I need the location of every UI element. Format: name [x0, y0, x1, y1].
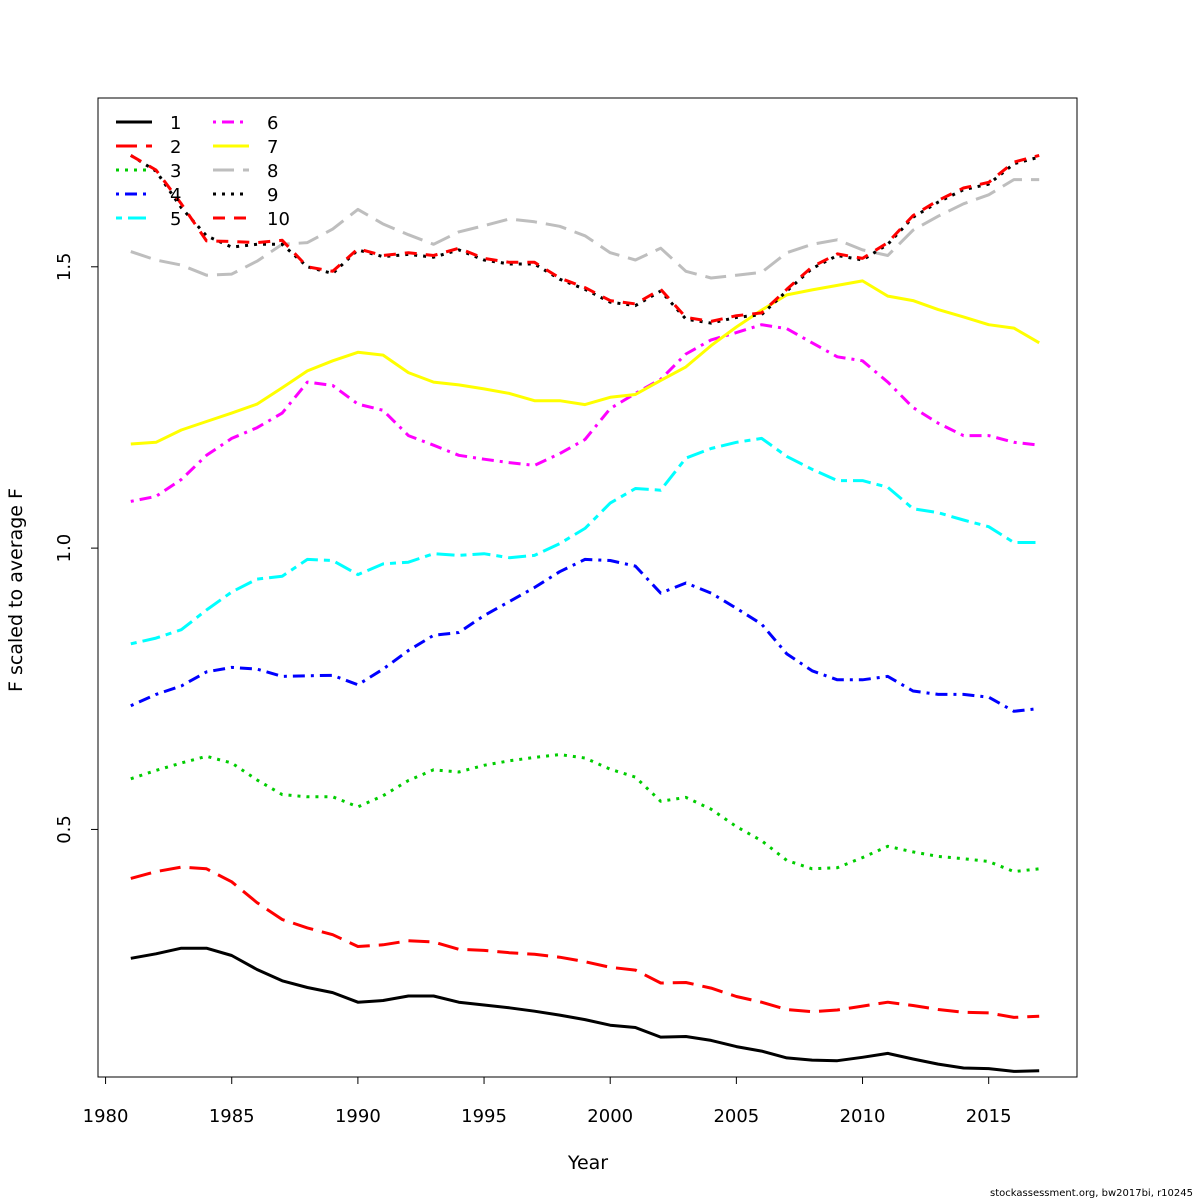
- legend-item-1: 1: [116, 113, 181, 134]
- y-axis: 0.5 1.0 1.5: [54, 252, 99, 844]
- legend-item-5: 5: [116, 209, 181, 230]
- series-line-4: [130, 557, 1040, 713]
- legend-label: 2: [170, 137, 181, 158]
- x-axis-label: Year: [567, 1152, 608, 1174]
- legend-item-3: 3: [116, 161, 181, 182]
- legend-item-2: 2: [116, 137, 181, 158]
- x-axis: 1980 1985 1990 1995 2000 2005 2010 2015: [83, 1076, 1012, 1127]
- x-tick-label: 2000: [587, 1106, 633, 1127]
- legend-item-4: 4: [116, 185, 181, 206]
- x-tick-label: 1985: [209, 1106, 255, 1127]
- legend-item-7: 7: [213, 137, 278, 158]
- legend: 1 2 3 4 5 6 7 8 9 10: [116, 113, 290, 230]
- y-axis-label: F scaled to average F: [5, 488, 27, 692]
- y-tick-label: 1.5: [54, 252, 75, 281]
- x-tick-label: 2015: [966, 1106, 1012, 1127]
- series-line-1: [130, 946, 1040, 1073]
- series-line-7: [130, 279, 1040, 446]
- legend-label: 8: [267, 161, 278, 182]
- x-tick-label: 1990: [335, 1106, 381, 1127]
- credit-text: stockassessment.org, bw2017bi, r10245: [990, 1188, 1193, 1199]
- series-line-3: [130, 753, 1040, 874]
- x-tick-label: 2010: [840, 1106, 886, 1127]
- legend-item-8: 8: [213, 161, 278, 182]
- y-tick-label: 0.5: [54, 815, 75, 844]
- x-tick-label: 1995: [461, 1106, 507, 1127]
- x-tick-label: 1980: [83, 1106, 129, 1127]
- legend-label: 5: [170, 209, 181, 230]
- series-layer: [130, 153, 1040, 1073]
- series-line-2: [130, 865, 1040, 1019]
- series-line-5: [130, 436, 1040, 646]
- legend-label: 6: [267, 113, 278, 134]
- series-line-9: [130, 154, 1040, 325]
- legend-label: 9: [267, 185, 278, 206]
- x-tick-label: 2005: [713, 1106, 759, 1127]
- series-line-10: [130, 153, 1040, 323]
- y-tick-label: 1.0: [54, 534, 75, 563]
- legend-label: 10: [267, 209, 290, 230]
- legend-label: 3: [170, 161, 181, 182]
- legend-item-6: 6: [213, 113, 278, 134]
- legend-item-9: 9: [213, 185, 278, 206]
- legend-label: 1: [170, 113, 181, 134]
- legend-item-10: 10: [213, 209, 290, 230]
- series-line-6: [130, 323, 1040, 503]
- legend-label: 4: [170, 185, 181, 206]
- legend-label: 7: [267, 137, 278, 158]
